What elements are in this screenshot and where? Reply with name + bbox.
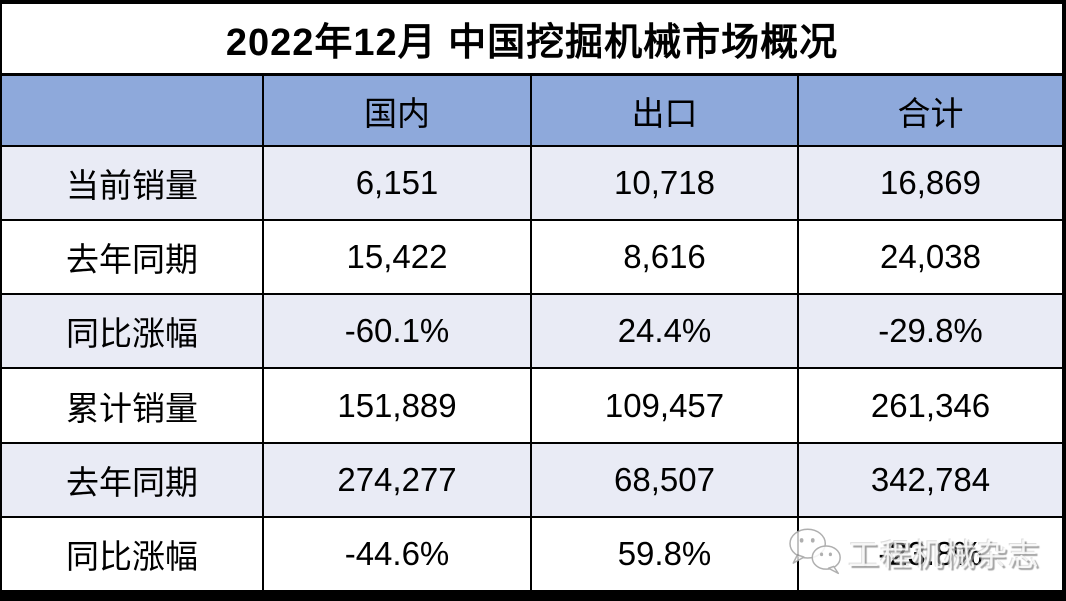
cell-total: 342,784 bbox=[797, 443, 1062, 516]
row-label: 同比涨幅 bbox=[66, 537, 198, 575]
cell-total: 261,346 bbox=[797, 369, 1062, 442]
header-row: 国内 出口 合计 bbox=[2, 76, 1062, 147]
cell-domestic: -60.1% bbox=[262, 295, 530, 368]
cell-export: 24.4% bbox=[530, 295, 797, 368]
cell-export: 59.8% bbox=[530, 517, 797, 590]
table-title: 2022年12月 中国挖掘机械市场概况 bbox=[2, 4, 1062, 76]
cell-export: 10,718 bbox=[530, 147, 797, 220]
cell-total: -23.8% bbox=[797, 517, 1062, 590]
row-label: 去年同期 bbox=[66, 241, 198, 279]
cell-total: 16,869 bbox=[797, 147, 1062, 220]
cell-total: -29.8% bbox=[797, 295, 1062, 368]
cell-domestic: 6,151 bbox=[262, 147, 530, 220]
header-cell-export: 出口 bbox=[530, 76, 797, 145]
table-row-last-year-monthly: 去年同期 15,422 8,616 24,038 bbox=[2, 221, 1062, 296]
row-label: 同比涨幅 bbox=[66, 315, 198, 353]
table-row-current-sales: 当前销量 6,151 10,718 16,869 bbox=[2, 147, 1062, 222]
cell-domestic: -44.6% bbox=[262, 517, 530, 590]
row-label: 去年同期 bbox=[66, 463, 198, 501]
cell-export: 68,507 bbox=[530, 443, 797, 516]
cell-total: 24,038 bbox=[797, 221, 1062, 294]
table-row-cumulative-sales: 累计销量 151,889 109,457 261,346 bbox=[2, 369, 1062, 444]
cell-domestic: 274,277 bbox=[262, 443, 530, 516]
header-cell-blank bbox=[2, 76, 262, 145]
cell-export: 8,616 bbox=[530, 221, 797, 294]
header-cell-total: 合计 bbox=[797, 76, 1062, 145]
cell-domestic: 151,889 bbox=[262, 369, 530, 442]
cell-domestic: 15,422 bbox=[262, 221, 530, 294]
row-label: 累计销量 bbox=[66, 389, 198, 427]
row-label: 当前销量 bbox=[66, 167, 198, 205]
cell-export: 109,457 bbox=[530, 369, 797, 442]
header-cell-domestic: 国内 bbox=[262, 76, 530, 145]
table-row-yoy-cumulative: 同比涨幅 -44.6% 59.8% -23.8% bbox=[2, 517, 1062, 592]
table-title-text: 2022年12月 中国挖掘机械市场概况 bbox=[225, 22, 839, 64]
table-row-last-year-cumulative: 去年同期 274,277 68,507 342,784 bbox=[2, 443, 1062, 518]
table-row-yoy-monthly: 同比涨幅 -60.1% 24.4% -29.8% bbox=[2, 295, 1062, 370]
